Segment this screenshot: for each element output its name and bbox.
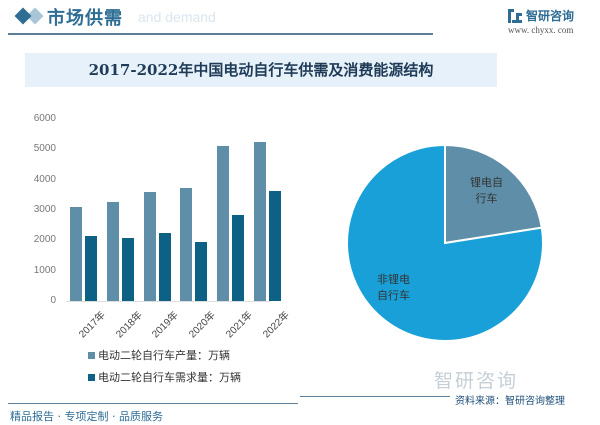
y-tick-label: 0 [50,295,56,306]
bar-production [70,207,82,301]
bar-production [254,142,266,301]
bar-demand [195,242,208,301]
header-ghost-text: and demand [138,9,216,25]
bar-production [106,202,119,301]
bar-production [217,145,230,301]
header-divider [8,33,433,35]
footer-brand-watermark: 智研咨询 [434,370,519,392]
y-tick-label: 4000 [33,173,56,185]
y-tick-label: 6000 [33,113,56,124]
bar-demand [269,190,281,301]
x-axis-line [66,301,271,302]
footer-source: 资料来源：智研咨询整理 [455,396,565,407]
legend-item-demand: 电动二轮自行车需求量：万辆 [88,369,241,385]
legend-label-demand: 电动二轮自行车需求量：万辆 [98,371,241,384]
bar-production [180,188,193,301]
pie-slice-non-lithium [346,143,544,342]
pie-slice-lithium [444,143,543,245]
y-tick-label: 3000 [33,204,56,215]
chart-title-band [25,53,497,87]
bar-production [143,192,156,301]
bar-demand [232,215,245,301]
pie-label-lithium: 锂电自 行车 [470,176,503,205]
footer-divider-right [300,396,450,397]
y-tick-label: 5000 [33,143,56,155]
pie-label-non-lithium: 非锂电 自行车 [377,273,410,302]
chart-title: 2017-2022年中国电动自行车供需及消费能源结构 [88,61,434,79]
footer-slogan: 精品报告 · 专项定制 · 品质服务 [10,410,163,423]
brand-url: www. chyxx. com [508,25,574,35]
legend-item-production: 电动二轮自行车产量：万辆 [88,347,230,363]
bar-demand [85,236,97,301]
bar-demand [158,232,171,301]
bar-demand [121,237,134,301]
footer-divider [8,403,298,404]
section-title: 市场供需 [47,8,123,29]
brand-name: 智研咨询 [526,9,575,23]
y-tick-label: 2000 [33,234,56,246]
legend-label-production: 电动二轮自行车产量：万辆 [98,349,230,362]
brand: 智研咨询 [508,7,574,24]
legend-swatch-production [88,351,95,359]
legend-swatch-demand [88,373,95,381]
y-tick-label: 1000 [33,264,56,276]
brand-logo-icon [508,8,522,23]
